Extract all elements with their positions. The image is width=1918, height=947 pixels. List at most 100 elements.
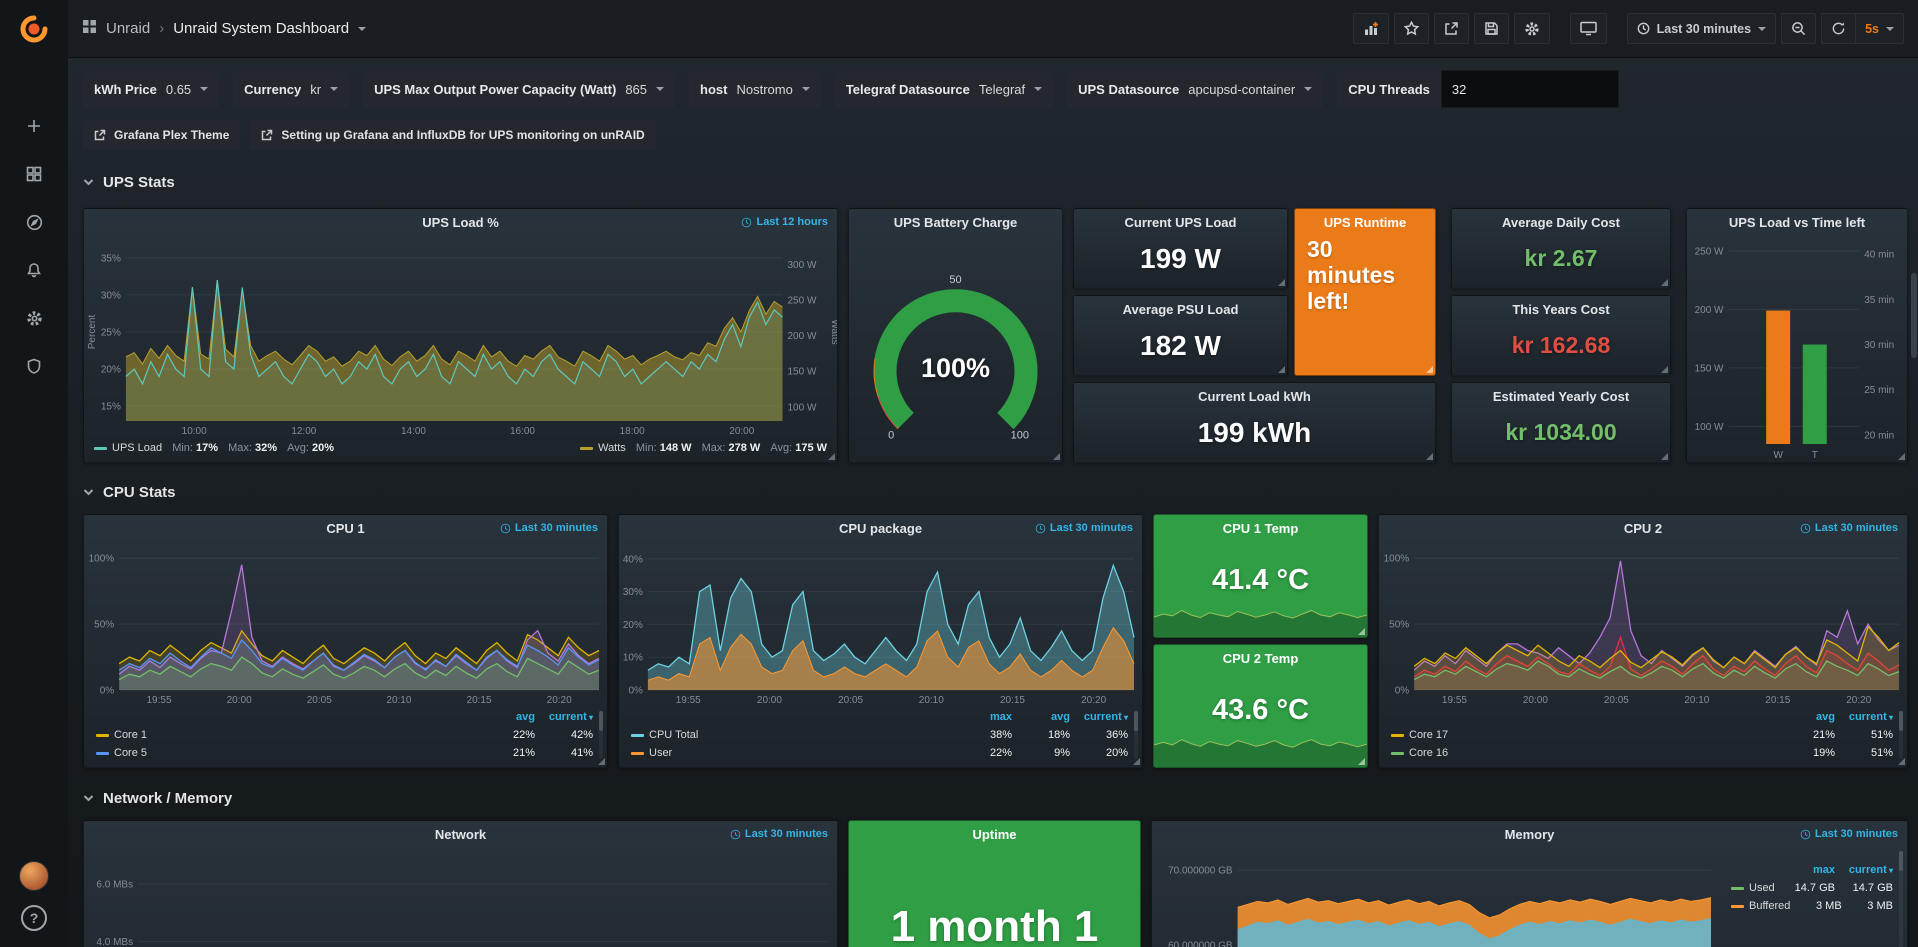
panel-title[interactable]: CPU 1: [326, 521, 364, 536]
breadcrumb-folder[interactable]: Unraid: [106, 20, 150, 37]
section-ups-stats[interactable]: UPS Stats: [83, 170, 175, 194]
variable-value[interactable]: 0.65: [166, 82, 191, 97]
legend-series-toggle[interactable]: Core 1: [96, 729, 477, 741]
panel-title[interactable]: Current Load kWh: [1198, 389, 1311, 404]
refresh-button[interactable]: [1821, 13, 1855, 44]
add-panel-button[interactable]: [1353, 13, 1389, 44]
variable-value[interactable]: 865: [625, 82, 647, 97]
legend-series-toggle[interactable]: Core 17: [1391, 729, 1777, 741]
panel-title[interactable]: Network: [435, 827, 486, 842]
zoom-out-button[interactable]: [1781, 13, 1816, 44]
explore-compass-icon[interactable]: [17, 206, 51, 238]
dashboard-link-grafana-plex-theme[interactable]: Grafana Plex Theme: [83, 120, 240, 150]
variable-ups-datasource[interactable]: UPS Datasource apcupsd-container: [1067, 70, 1323, 108]
legend-scrollbar[interactable]: [599, 711, 603, 759]
dashboard-settings-gear-icon[interactable]: [1514, 13, 1550, 44]
panel-cpu1-temp[interactable]: CPU 1 Temp 41.4 °C: [1153, 514, 1368, 638]
legend-series-toggle[interactable]: Core 16: [1391, 747, 1777, 759]
save-dashboard-button[interactable]: [1474, 13, 1509, 44]
panel-title[interactable]: CPU 2 Temp: [1223, 651, 1299, 666]
variable-kwh-price[interactable]: kWh Price 0.65: [83, 70, 219, 108]
legend-sort-header[interactable]: avg: [1777, 711, 1835, 723]
variable-currency[interactable]: Currency kr: [233, 70, 349, 108]
panel-title[interactable]: CPU 1 Temp: [1223, 521, 1299, 536]
time-range-picker[interactable]: Last 30 minutes: [1627, 13, 1776, 44]
breadcrumb-dashboard[interactable]: Unraid System Dashboard: [173, 20, 349, 37]
legend-series-toggle[interactable]: Used: [1731, 882, 1777, 894]
panel-title[interactable]: UPS Battery Charge: [894, 215, 1018, 230]
panel-title[interactable]: Memory: [1505, 827, 1555, 842]
cpu-package-chart[interactable]: 0%10%20%30%40%19:5520:0020:0520:1020:152…: [619, 541, 1142, 707]
panel-title[interactable]: UPS Load vs Time left: [1729, 215, 1865, 230]
panel-title[interactable]: Average PSU Load: [1123, 302, 1239, 317]
panel-title[interactable]: Current UPS Load: [1125, 215, 1237, 230]
panel-title[interactable]: UPS Load %: [422, 215, 499, 230]
network-chart[interactable]: 2.0 MBs4.0 MBs6.0 MBs19:5520:0020:0520:1…: [84, 847, 837, 947]
dashboard-link-ups-monitoring-guide[interactable]: Setting up Grafana and InfluxDB for UPS …: [250, 120, 655, 150]
user-avatar[interactable]: [19, 861, 49, 891]
alerting-bell-icon[interactable]: [17, 254, 51, 286]
panel-title[interactable]: This Years Cost: [1512, 302, 1609, 317]
legend-series-toggle[interactable]: Buffered: [1731, 900, 1790, 912]
legend-sort-header[interactable]: max: [954, 711, 1012, 723]
load-vs-time-chart[interactable]: 100 W150 W200 W250 W20 min25 min30 min35…: [1687, 235, 1907, 462]
battery-gauge[interactable]: 050100: [849, 235, 1062, 462]
panel-title[interactable]: Estimated Yearly Cost: [1493, 389, 1629, 404]
panel-uptime[interactable]: Uptime 1 month 1: [848, 820, 1141, 947]
legend-series-toggle[interactable]: CPU Total: [631, 729, 954, 741]
help-icon[interactable]: ?: [21, 905, 47, 931]
panel-title[interactable]: Uptime: [972, 827, 1016, 842]
legend-series-toggle[interactable]: UPS Load Min: 17% Max: 32% Avg: 20%: [94, 442, 334, 454]
memory-chart[interactable]: 50.000000 GB60.000000 GB70.000000 GB19:5…: [1152, 847, 1719, 947]
legend-series-toggle[interactable]: Core 5: [96, 747, 477, 759]
panel-title[interactable]: Average Daily Cost: [1502, 215, 1620, 230]
page-scrollbar[interactable]: [1910, 58, 1917, 947]
cpu-threads-input[interactable]: [1441, 70, 1619, 108]
dashboards-grid-icon[interactable]: [17, 158, 51, 190]
scrollbar-thumb[interactable]: [1911, 273, 1917, 358]
legend-series-toggle[interactable]: User: [631, 747, 954, 759]
panel-cpu2-temp[interactable]: CPU 2 Temp 43.6 °C: [1153, 644, 1368, 768]
panel-current-ups-load[interactable]: Current UPS Load 199 W: [1073, 208, 1288, 289]
panel-average-daily-cost[interactable]: Average Daily Cost kr 2.67: [1451, 208, 1671, 289]
create-plus-icon[interactable]: [17, 110, 51, 142]
legend-sort-header[interactable]: current: [1835, 711, 1893, 723]
grafana-logo[interactable]: [0, 0, 68, 58]
variable-ups-max-output[interactable]: UPS Max Output Power Capacity (Watt) 865: [363, 70, 675, 108]
variable-value[interactable]: kr: [310, 82, 321, 97]
variable-value[interactable]: apcupsd-container: [1188, 82, 1295, 97]
section-network-memory[interactable]: Network / Memory: [83, 786, 232, 810]
share-dashboard-button[interactable]: [1434, 13, 1469, 44]
legend-sort-header[interactable]: avg: [1012, 711, 1070, 723]
legend-series-toggle[interactable]: Watts Min: 148 W Max: 278 W Avg: 175 W: [580, 442, 827, 454]
chevron-down-icon[interactable]: [358, 27, 366, 31]
legend-scrollbar[interactable]: [1134, 711, 1138, 759]
legend-sort-header[interactable]: current: [535, 711, 593, 723]
legend-scrollbar[interactable]: [1899, 711, 1903, 759]
panel-estimated-yearly-cost[interactable]: Estimated Yearly Cost kr 1034.00: [1451, 382, 1671, 463]
variable-value[interactable]: Telegraf: [979, 82, 1025, 97]
panel-ups-runtime[interactable]: UPS Runtime 30 minutes left!: [1294, 208, 1436, 376]
legend-sort-header[interactable]: max: [1777, 864, 1835, 876]
configuration-gear-icon[interactable]: [17, 302, 51, 334]
star-dashboard-button[interactable]: [1394, 13, 1429, 44]
section-cpu-stats[interactable]: CPU Stats: [83, 480, 176, 504]
variable-telegraf-datasource[interactable]: Telegraf Datasource Telegraf: [835, 70, 1053, 108]
legend-scrollbar[interactable]: [1899, 851, 1903, 947]
panel-title[interactable]: CPU package: [839, 521, 922, 536]
variable-value[interactable]: Nostromo: [736, 82, 792, 97]
panel-title[interactable]: CPU 2: [1624, 521, 1662, 536]
panel-current-load-kwh[interactable]: Current Load kWh 199 kWh: [1073, 382, 1436, 463]
cpu2-chart[interactable]: 0%50%100%19:5520:0020:0520:1020:1520:20: [1379, 541, 1907, 707]
legend-sort-header[interactable]: current: [1835, 864, 1893, 876]
cycle-view-monitor-button[interactable]: [1570, 13, 1607, 44]
legend-sort-header[interactable]: avg: [477, 711, 535, 723]
legend-sort-header[interactable]: current: [1070, 711, 1128, 723]
panel-average-psu-load[interactable]: Average PSU Load 182 W: [1073, 295, 1288, 376]
ups-load-chart[interactable]: 15%20%25%30%35%100 W150 W200 W250 W300 W…: [84, 235, 837, 438]
variable-host[interactable]: host Nostromo: [689, 70, 821, 108]
refresh-interval-dropdown[interactable]: 5s: [1855, 13, 1904, 44]
admin-shield-icon[interactable]: [17, 350, 51, 382]
panel-title[interactable]: UPS Runtime: [1324, 215, 1406, 230]
panel-this-years-cost[interactable]: This Years Cost kr 162.68: [1451, 295, 1671, 376]
